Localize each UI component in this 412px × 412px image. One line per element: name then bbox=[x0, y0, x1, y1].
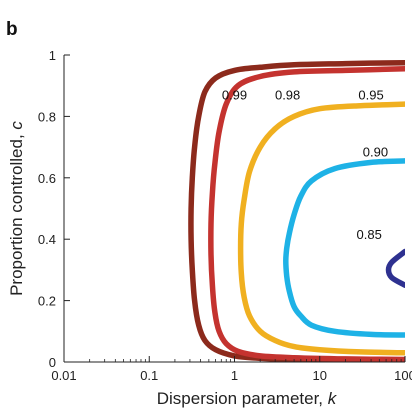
y-tick-label: 0.6 bbox=[38, 171, 56, 186]
contour-line-0-95 bbox=[237, 101, 405, 356]
y-tick-label: 0.8 bbox=[38, 109, 56, 124]
contour-line-0-85 bbox=[385, 248, 405, 289]
x-tick-label: 0.01 bbox=[51, 368, 76, 383]
contour-label: 0.90 bbox=[363, 144, 388, 159]
y-tick-label: 0.4 bbox=[38, 232, 56, 247]
y-tick-label: 0.2 bbox=[38, 294, 56, 309]
x-tick-label: 1 bbox=[231, 368, 238, 383]
series-layer bbox=[188, 59, 405, 362]
y-tick-label: 1 bbox=[49, 48, 56, 63]
contour-label: 0.95 bbox=[358, 88, 383, 103]
contour-line-0-99 bbox=[188, 59, 405, 362]
contour-line-0-98 bbox=[208, 66, 405, 362]
contour-labels: 0.99 0.98 0.95 0.90 0.85 bbox=[222, 88, 388, 243]
x-axis-label-variable: k bbox=[328, 389, 338, 408]
x-tick-label: 100 bbox=[394, 368, 412, 383]
x-axis-label-text: Dispersion parameter, bbox=[157, 389, 328, 408]
x-axis-label: Dispersion parameter, k bbox=[157, 389, 338, 408]
x-tick-label: 10 bbox=[313, 368, 327, 383]
panel-letter: b bbox=[6, 19, 18, 40]
x-tick-label: 0.1 bbox=[140, 368, 158, 383]
y-axis-label: Proportion controlled, c bbox=[7, 121, 26, 296]
contour-label: 0.98 bbox=[275, 88, 300, 103]
y-axis-label-text: Proportion controlled, bbox=[7, 130, 26, 296]
axes: 0.01 0.1 1 10 100 0 0.2 0.4 0.6 0.8 1 bbox=[38, 48, 412, 383]
contour-line-0-90 bbox=[283, 158, 405, 338]
y-axis-label-variable: c bbox=[7, 121, 26, 130]
y-tick-label: 0 bbox=[49, 355, 56, 370]
contour-label: 0.99 bbox=[222, 88, 247, 103]
contour-label: 0.85 bbox=[357, 227, 382, 242]
